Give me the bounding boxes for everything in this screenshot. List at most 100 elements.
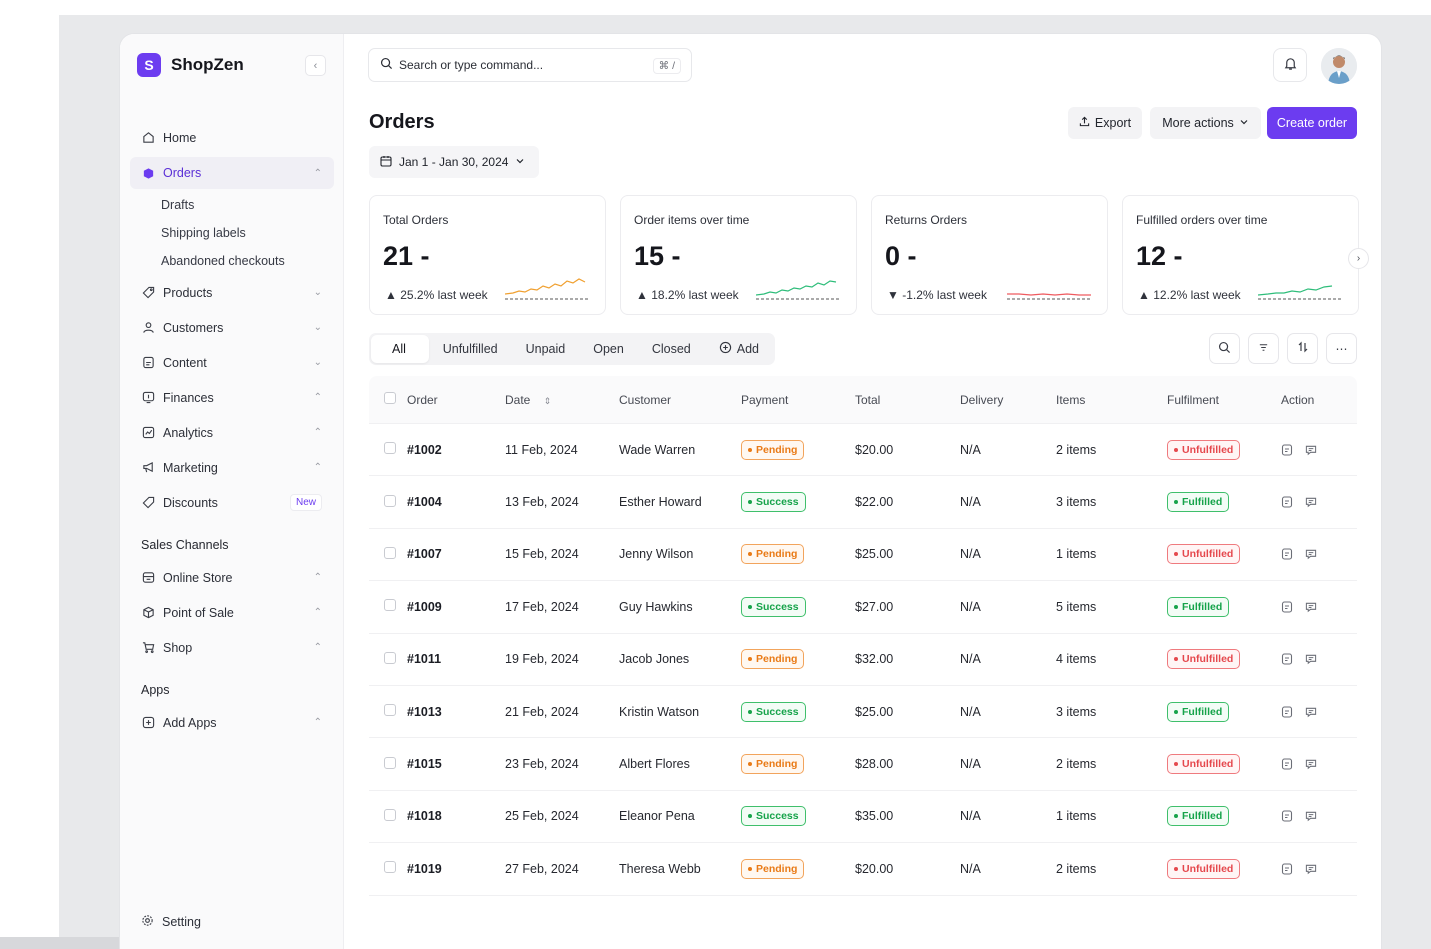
table-row[interactable]: #1009 17 Feb, 2024 Guy Hawkins Success $27.0… — [369, 581, 1357, 634]
row-checkbox[interactable] — [384, 546, 396, 559]
sidebar-item-discounts[interactable]: Discounts New — [130, 485, 334, 520]
document-icon[interactable] — [1281, 863, 1293, 875]
order-id[interactable]: #1004 — [407, 495, 442, 510]
sidebar-item-products[interactable]: Products ⌄ — [130, 275, 334, 310]
message-icon[interactable] — [1305, 548, 1317, 560]
stat-value: 12 - — [1136, 241, 1183, 271]
chevron-up-icon: ⌃ — [313, 392, 322, 403]
row-checkbox[interactable] — [384, 808, 396, 821]
sort-button[interactable] — [1287, 333, 1318, 364]
sidebar-item-customers[interactable]: Customers ⌄ — [130, 310, 334, 345]
filter-button[interactable] — [1248, 333, 1279, 364]
message-icon[interactable] — [1305, 810, 1317, 822]
order-id[interactable]: #1009 — [407, 599, 442, 614]
order-id[interactable]: #1013 — [407, 704, 442, 719]
order-id[interactable]: #1018 — [407, 809, 442, 824]
sidebar-subitem-drafts[interactable]: Drafts — [161, 198, 195, 212]
date-range-picker[interactable]: Jan 1 - Jan 30, 2024 — [369, 146, 539, 178]
action-cell — [1281, 496, 1351, 508]
row-checkbox[interactable] — [384, 861, 396, 874]
sidebar-item-content[interactable]: Content ⌄ — [130, 345, 334, 380]
stats-next-button[interactable]: › — [1348, 248, 1369, 269]
row-checkbox[interactable] — [384, 494, 396, 507]
document-icon[interactable] — [1281, 653, 1293, 665]
cart-icon — [141, 641, 155, 655]
stat-value: 15 - — [634, 241, 681, 271]
message-icon[interactable] — [1305, 653, 1317, 665]
document-icon[interactable] — [1281, 601, 1293, 613]
delivery-value: N/A — [960, 547, 981, 562]
payment-cell: Pending — [741, 858, 855, 879]
document-icon[interactable] — [1281, 548, 1293, 561]
search-input[interactable]: Search or type command... ⌘ / — [368, 48, 692, 82]
user-avatar[interactable] — [1321, 48, 1357, 84]
sidebar-item-setting[interactable]: Setting — [141, 914, 201, 930]
table-row[interactable]: #1011 19 Feb, 2024 Jacob Jones Pending $32.0… — [369, 634, 1357, 686]
table-row[interactable]: #1019 27 Feb, 2024 Theresa Webb Pending $20.… — [369, 843, 1357, 896]
sidebar-subitem-abandoned-checkouts[interactable]: Abandoned checkouts — [161, 254, 285, 268]
order-id[interactable]: #1015 — [407, 757, 442, 772]
message-icon[interactable] — [1305, 758, 1317, 770]
tab-unpaid[interactable]: Unpaid — [525, 342, 566, 356]
more-options-button[interactable]: ⋯ — [1326, 333, 1357, 364]
sidebar-item-analytics[interactable]: Analytics ⌃ — [130, 415, 334, 450]
sidebar-item-home[interactable]: Home — [130, 120, 334, 155]
add-filter-button[interactable]: Add — [705, 335, 773, 363]
sidebar-item-online-store[interactable]: Online Store ⌃ — [130, 560, 334, 595]
column-header-date[interactable]: Date ⇕ — [505, 393, 619, 407]
table-row[interactable]: #1007 15 Feb, 2024 Jenny Wilson Pending $25.… — [369, 529, 1357, 582]
brand[interactable]: S ShopZen — [137, 53, 244, 77]
export-button[interactable]: Export — [1068, 107, 1142, 139]
row-checkbox[interactable] — [384, 442, 396, 455]
notifications-button[interactable] — [1273, 48, 1307, 82]
table-row[interactable]: #1002 11 Feb, 2024 Wade Warren Pending $20.0… — [369, 424, 1357, 477]
more-actions-button[interactable]: More actions — [1150, 107, 1261, 139]
row-checkbox[interactable] — [384, 704, 396, 717]
table-search-button[interactable] — [1209, 333, 1240, 364]
message-icon[interactable] — [1305, 863, 1317, 875]
sidebar-item-point-of-sale[interactable]: Point of Sale ⌃ — [130, 595, 334, 630]
table-row[interactable]: #1015 23 Feb, 2024 Albert Flores Pending $28… — [369, 738, 1357, 791]
chevron-down-icon: ⌄ — [313, 322, 322, 333]
sidebar-item-shop[interactable]: Shop ⌃ — [130, 630, 334, 665]
tab-all[interactable]: All — [371, 335, 429, 363]
document-icon[interactable] — [1281, 496, 1293, 508]
order-id[interactable]: #1007 — [407, 547, 442, 562]
sidebar-item-finances[interactable]: Finances ⌃ — [130, 380, 334, 415]
collapse-sidebar-button[interactable]: ‹ — [305, 55, 326, 76]
stat-card-order-items[interactable]: Order items over time 15 - ▲ 18.2% last … — [620, 195, 857, 315]
document-icon[interactable] — [1281, 810, 1293, 822]
order-id[interactable]: #1019 — [407, 861, 442, 876]
sidebar-item-add-apps[interactable]: Add Apps ⌃ — [130, 705, 334, 740]
row-checkbox[interactable] — [384, 599, 396, 612]
tab-open[interactable]: Open — [593, 342, 624, 356]
stat-card-returns[interactable]: Returns Orders 0 - ▼ -1.2% last week — [871, 195, 1108, 315]
message-icon[interactable] — [1305, 706, 1317, 718]
order-id[interactable]: #1011 — [407, 652, 442, 667]
sidebar-subitem-shipping-labels[interactable]: Shipping labels — [161, 226, 246, 240]
fulfilment-status-badge: Unfulfilled — [1167, 544, 1241, 565]
table-row[interactable]: #1013 21 Feb, 2024 Kristin Watson Success $2… — [369, 686, 1357, 739]
message-icon[interactable] — [1305, 496, 1317, 508]
table-row[interactable]: #1004 13 Feb, 2024 Esther Howard Success $22… — [369, 476, 1357, 529]
table-row[interactable]: #1018 25 Feb, 2024 Eleanor Pena Success $35.… — [369, 791, 1357, 844]
select-all-checkbox[interactable] — [384, 392, 396, 404]
sidebar-item-orders[interactable]: Orders ⌃ — [130, 157, 334, 189]
document-icon[interactable] — [1281, 758, 1293, 770]
document-icon[interactable] — [1281, 706, 1293, 718]
message-icon[interactable] — [1305, 601, 1317, 613]
document-icon[interactable] — [1281, 444, 1293, 456]
tab-unfulfilled[interactable]: Unfulfilled — [442, 342, 498, 356]
fulfilment-cell: Fulfilled — [1167, 806, 1281, 827]
stat-card-total-orders[interactable]: Total Orders 21 - ▲ 25.2% last week — [369, 195, 606, 315]
create-order-button[interactable]: Create order — [1267, 107, 1357, 139]
sidebar-item-marketing[interactable]: Marketing ⌃ — [130, 450, 334, 485]
message-icon[interactable] — [1305, 444, 1317, 456]
customer-name: Esther Howard — [619, 495, 702, 510]
action-cell — [1281, 548, 1351, 561]
row-checkbox[interactable] — [384, 756, 396, 769]
row-checkbox[interactable] — [384, 651, 396, 664]
order-id[interactable]: #1002 — [407, 442, 442, 457]
tab-closed[interactable]: Closed — [651, 342, 691, 356]
stat-card-fulfilled[interactable]: Fulfilled orders over time 12 - ▲ 12.2% … — [1122, 195, 1359, 315]
